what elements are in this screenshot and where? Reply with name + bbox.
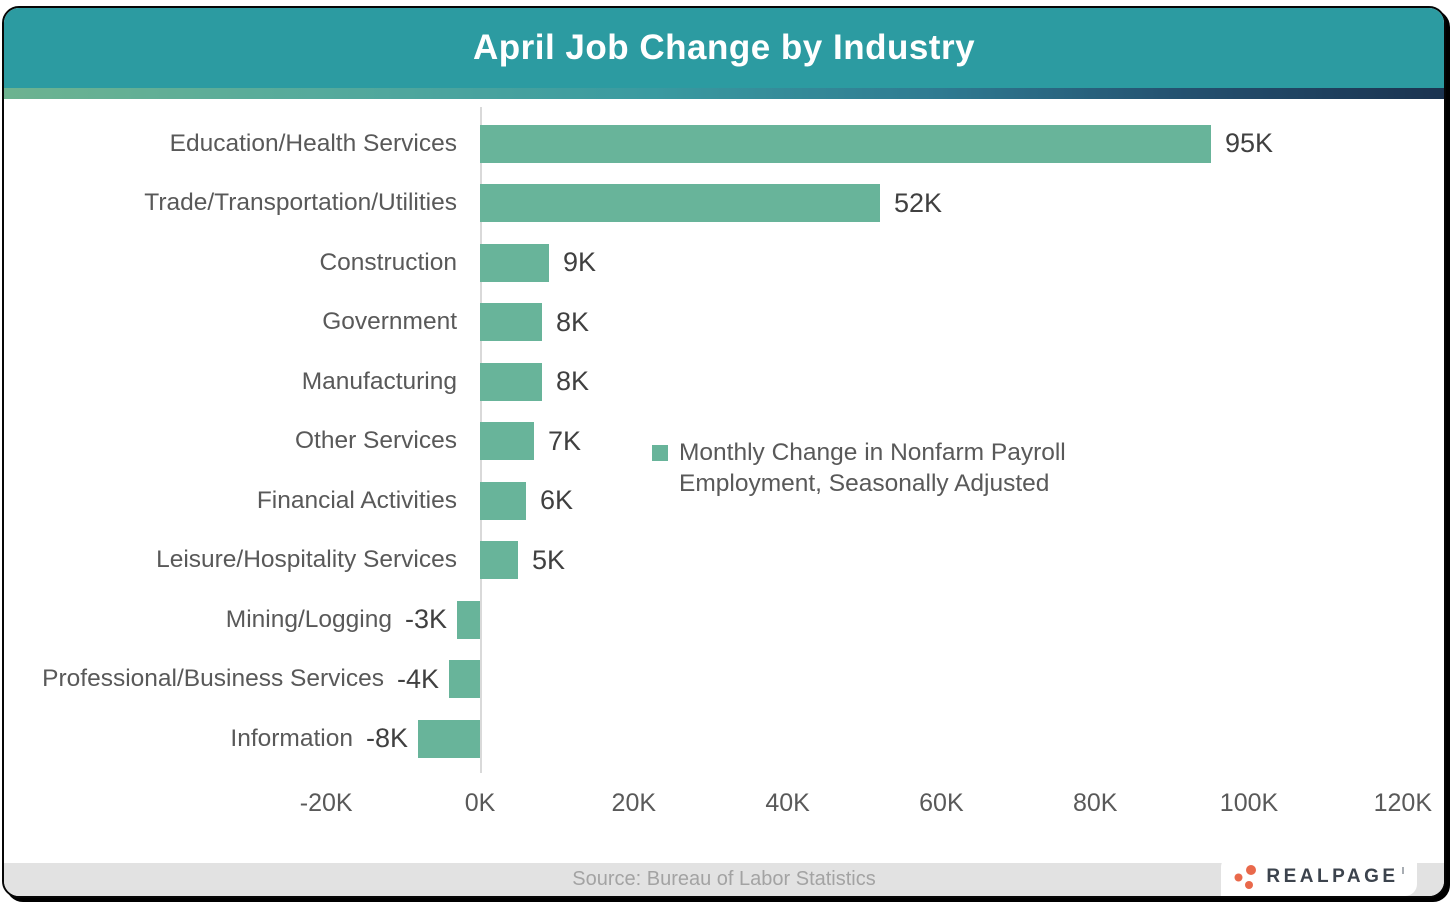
realpage-dots-icon: [1234, 864, 1257, 889]
x-tick-label: 120K: [1373, 789, 1432, 817]
value-label: 8K: [556, 366, 590, 397]
value-label: 52K: [894, 187, 943, 218]
bar: [418, 719, 480, 758]
x-tick-label: 60K: [919, 789, 964, 817]
bar: [457, 600, 480, 639]
category-label: Leisure/Hospitality Services: [156, 546, 457, 574]
category-label: Financial Activities: [256, 486, 457, 514]
category-label-box: Financial Activities: [4, 471, 457, 531]
chart-row: Government 8K: [4, 293, 1444, 353]
category-label-box: Trade/Transportation/Utilities: [4, 174, 457, 234]
category-label: Professional/Business Services: [42, 665, 384, 693]
header-bar: April Job Change by Industry: [4, 8, 1444, 88]
bar: [480, 303, 542, 341]
chart-row: Financial Activities 6K: [4, 471, 1444, 531]
category-label: Trade/Transportation/Utilities: [144, 189, 457, 217]
chart-row: Education/Health Services 95K: [4, 114, 1444, 174]
chart-row: Information -8K: [4, 709, 1444, 769]
bar-chart: Education/Health Services 95K Trade/Transp…: [4, 99, 1444, 863]
category-label-box: Leisure/Hospitality Services: [4, 531, 457, 591]
bar: [480, 481, 526, 520]
category-label-box: Professional/Business Services -4K: [4, 650, 439, 710]
x-tick-label: 20K: [611, 789, 657, 817]
chart-row: Construction 9K: [4, 233, 1444, 293]
bar: [449, 660, 480, 698]
value-label: -4K: [396, 663, 439, 694]
category-label: Construction: [319, 248, 457, 276]
category-label: Mining/Logging: [225, 605, 392, 633]
value-label: 9K: [563, 247, 597, 278]
accent-gradient-strip: [4, 88, 1444, 99]
chart-row: Leisure/Hospitality Services 5K: [4, 531, 1444, 591]
source-text: Source: Bureau of Labor Statistics: [572, 868, 876, 890]
category-label: Information: [230, 724, 353, 752]
chart-card: April Job Change by Industry Education/H…: [2, 6, 1446, 898]
legend: Monthly Change in Nonfarm Payroll Employ…: [652, 437, 1112, 499]
source-footer: Source: Bureau of Labor Statistics: [4, 863, 1444, 896]
category-label-box: Manufacturing: [4, 352, 457, 412]
legend-swatch-icon: [652, 445, 668, 461]
bar: [480, 541, 518, 579]
realpage-logo-text: REALPAGE: [1266, 865, 1399, 887]
category-label: Government: [322, 308, 457, 336]
x-tick-label: 0K: [464, 789, 496, 817]
category-label: Education/Health Services: [169, 129, 457, 157]
trademark-mark: [1401, 867, 1404, 874]
bar: [480, 243, 549, 282]
page-title: April Job Change by Industry: [472, 28, 976, 67]
value-label: 7K: [548, 425, 582, 456]
value-label: -3K: [404, 604, 447, 635]
chart-row: Mining/Logging -3K: [4, 590, 1444, 650]
x-tick-label: -20K: [299, 789, 353, 817]
x-tick-label: 40K: [765, 789, 810, 817]
bar: [480, 124, 1211, 163]
bar: [480, 362, 542, 401]
value-label: 8K: [556, 306, 590, 337]
chart-row: Professional/Business Services -4K: [4, 650, 1444, 710]
category-label-box: Mining/Logging -3K: [4, 590, 447, 650]
bar: [480, 422, 534, 460]
category-label: Other Services: [294, 427, 457, 455]
value-label: 6K: [540, 485, 574, 516]
bar: [480, 184, 880, 222]
legend-label: Monthly Change in Nonfarm Payroll Employ…: [679, 439, 1066, 497]
realpage-logo: REALPAGE: [1221, 857, 1417, 896]
value-label: -8K: [365, 723, 408, 754]
x-tick-label: 80K: [1072, 789, 1118, 817]
category-label: Manufacturing: [301, 367, 457, 395]
category-label-box: Education/Health Services: [4, 114, 457, 174]
chart-row: Other Services 7K: [4, 412, 1444, 472]
value-label: 5K: [532, 544, 566, 575]
x-tick-label: 100K: [1219, 789, 1279, 817]
value-label: 95K: [1225, 128, 1274, 159]
category-label-box: Construction: [4, 233, 457, 293]
category-label-box: Government: [4, 293, 457, 353]
category-label-box: Information -8K: [4, 709, 408, 769]
category-label-box: Other Services: [4, 412, 457, 472]
chart-row: Trade/Transportation/Utilities 52K: [4, 174, 1444, 234]
chart-row: Manufacturing 8K: [4, 352, 1444, 412]
